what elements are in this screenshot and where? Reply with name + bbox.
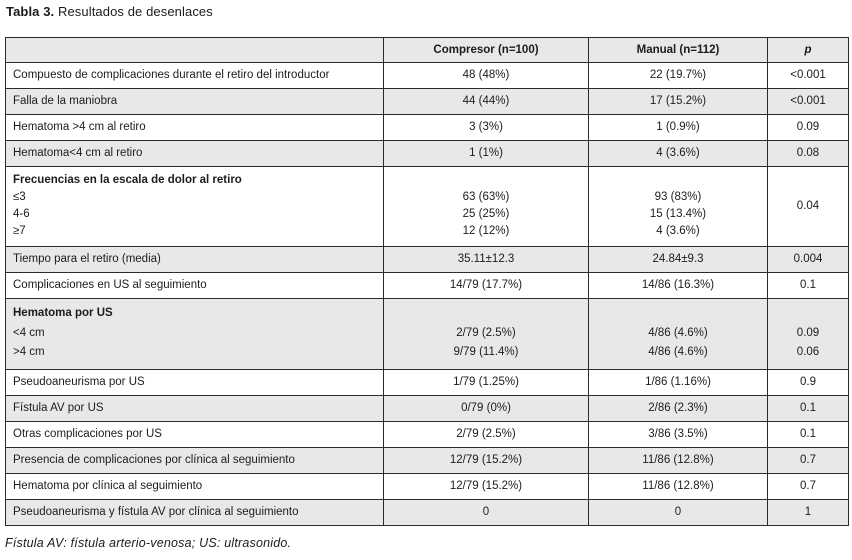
manual-value: 1/86 (1.16%) — [588, 368, 768, 396]
row-label: Hematoma por clínica al seguimiento — [5, 472, 384, 500]
compresor-value: 12/79 (15.2%) — [383, 446, 589, 474]
compresor-value: 2/79 (2.5%) 9/79 (11.4%) — [383, 298, 589, 370]
row-label: Otras complicaciones por US — [5, 420, 384, 448]
manual-value: 11/86 (12.8%) — [588, 472, 768, 500]
row-label: Presencia de complicaciones por clínica … — [5, 446, 384, 474]
table-title-text: Resultados de desenlaces — [57, 4, 213, 19]
table-title-label: Tabla 3. — [6, 4, 55, 19]
table-row: Otras complicaciones por US 2/79 (2.5%) … — [5, 420, 849, 448]
p-value: 0.04 — [767, 166, 849, 247]
row-label: Hematoma<4 cm al retiro — [5, 140, 384, 167]
row-label: Pseudoaneurisma por US — [5, 368, 384, 396]
group-sublabel: ≤3 — [13, 191, 26, 203]
manual-value: 93 (83%) 15 (13.4%) 4 (3.6%) — [588, 166, 768, 247]
p-value: 0.1 — [767, 394, 849, 422]
p-value: 0.09 0.06 — [767, 298, 849, 370]
compresor-value: 35.11±12.3 — [383, 246, 589, 273]
header-p: p — [767, 37, 849, 63]
row-label: Frecuencias en la escala de dolor al ret… — [5, 166, 384, 247]
compresor-value: 1 (1%) — [383, 140, 589, 167]
outcomes-table: Compresor (n=100) Manual (n=112) p Compu… — [5, 37, 849, 526]
header-row: Compresor (n=100) Manual (n=112) p — [5, 37, 849, 63]
table-row: Presencia de complicaciones por clínica … — [5, 446, 849, 474]
row-label: Hematoma >4 cm al retiro — [5, 114, 384, 141]
group-sublabel: <4 cm — [13, 326, 45, 339]
manual-value: 24.84±9.3 — [588, 246, 768, 273]
compresor-value: 3 (3%) — [383, 114, 589, 141]
group-sublabel: >4 cm — [13, 346, 45, 358]
table-row: Tiempo para el retiro (media) 35.11±12.3… — [5, 246, 849, 273]
row-label: Compuesto de complicaciones durante el r… — [5, 62, 384, 89]
table-row: Hematoma<4 cm al retiro 1 (1%) 4 (3.6%) … — [5, 140, 849, 167]
p-value: 0.7 — [767, 472, 849, 500]
manual-value: 4/86 (4.6%) 4/86 (4.6%) — [588, 298, 768, 370]
p-value: 0.004 — [767, 246, 849, 273]
manual-value: 2/86 (2.3%) — [588, 394, 768, 422]
row-label: Pseudoaneurisma y fístula AV por clínica… — [5, 498, 384, 526]
header-empty — [5, 37, 384, 63]
p-value: <0.001 — [767, 88, 849, 115]
p-value: 1 — [767, 498, 849, 526]
group-label: Hematoma por US — [13, 307, 113, 319]
table-row-group-pain-scale: Frecuencias en la escala de dolor al ret… — [5, 166, 849, 247]
table-footnote: Fístula AV: fístula arterio-venosa; US: … — [5, 536, 292, 550]
table-row: Hematoma por clínica al seguimiento 12/7… — [5, 472, 849, 500]
row-label: Hematoma por US <4 cm >4 cm — [5, 298, 384, 370]
manual-value: 17 (15.2%) — [588, 88, 768, 115]
table-row: Pseudoaneurisma y fístula AV por clínica… — [5, 498, 849, 526]
manual-value: 4 (3.6%) — [588, 140, 768, 167]
compresor-value: 44 (44%) — [383, 88, 589, 115]
header-compresor: Compresor (n=100) — [383, 37, 589, 63]
manual-value: 22 (19.7%) — [588, 62, 768, 89]
table-row: Falla de la maniobra 44 (44%) 17 (15.2%)… — [5, 88, 849, 115]
manual-value: 11/86 (12.8%) — [588, 446, 768, 474]
row-label: Complicaciones en US al seguimiento — [5, 272, 384, 299]
p-value: 0.9 — [767, 368, 849, 396]
header-manual: Manual (n=112) — [588, 37, 768, 63]
row-label: Fístula AV por US — [5, 394, 384, 422]
compresor-value: 48 (48%) — [383, 62, 589, 89]
table-row-group-hematoma-us: Hematoma por US <4 cm >4 cm 2/79 (2.5%) … — [5, 298, 849, 370]
table-title: Tabla 3. Resultados de desenlaces — [6, 4, 213, 19]
compresor-value: 63 (63%) 25 (25%) 12 (12%) — [383, 166, 589, 247]
table-row: Complicaciones en US al seguimiento 14/7… — [5, 272, 849, 299]
compresor-value: 14/79 (17.7%) — [383, 272, 589, 299]
p-value: 0.1 — [767, 420, 849, 448]
group-sublabel: 4-6 — [13, 208, 30, 220]
p-value: 0.7 — [767, 446, 849, 474]
row-label: Tiempo para el retiro (media) — [5, 246, 384, 273]
compresor-value: 1/79 (1.25%) — [383, 368, 589, 396]
manual-value: 3/86 (3.5%) — [588, 420, 768, 448]
manual-value: 0 — [588, 498, 768, 526]
compresor-value: 0/79 (0%) — [383, 394, 589, 422]
p-value: 0.08 — [767, 140, 849, 167]
compresor-value: 2/79 (2.5%) — [383, 420, 589, 448]
p-value: 0.09 — [767, 114, 849, 141]
p-value: 0.1 — [767, 272, 849, 299]
compresor-value: 0 — [383, 498, 589, 526]
group-sublabel: ≥7 — [13, 225, 26, 237]
group-label: Frecuencias en la escala de dolor al ret… — [13, 174, 242, 186]
compresor-value: 12/79 (15.2%) — [383, 472, 589, 500]
manual-value: 1 (0.9%) — [588, 114, 768, 141]
table-row: Hematoma >4 cm al retiro 3 (3%) 1 (0.9%)… — [5, 114, 849, 141]
manual-value: 14/86 (16.3%) — [588, 272, 768, 299]
table-row: Compuesto de complicaciones durante el r… — [5, 62, 849, 89]
table-row: Pseudoaneurisma por US 1/79 (1.25%) 1/86… — [5, 368, 849, 396]
p-value: <0.001 — [767, 62, 849, 89]
row-label: Falla de la maniobra — [5, 88, 384, 115]
table-row: Fístula AV por US 0/79 (0%) 2/86 (2.3%) … — [5, 394, 849, 422]
